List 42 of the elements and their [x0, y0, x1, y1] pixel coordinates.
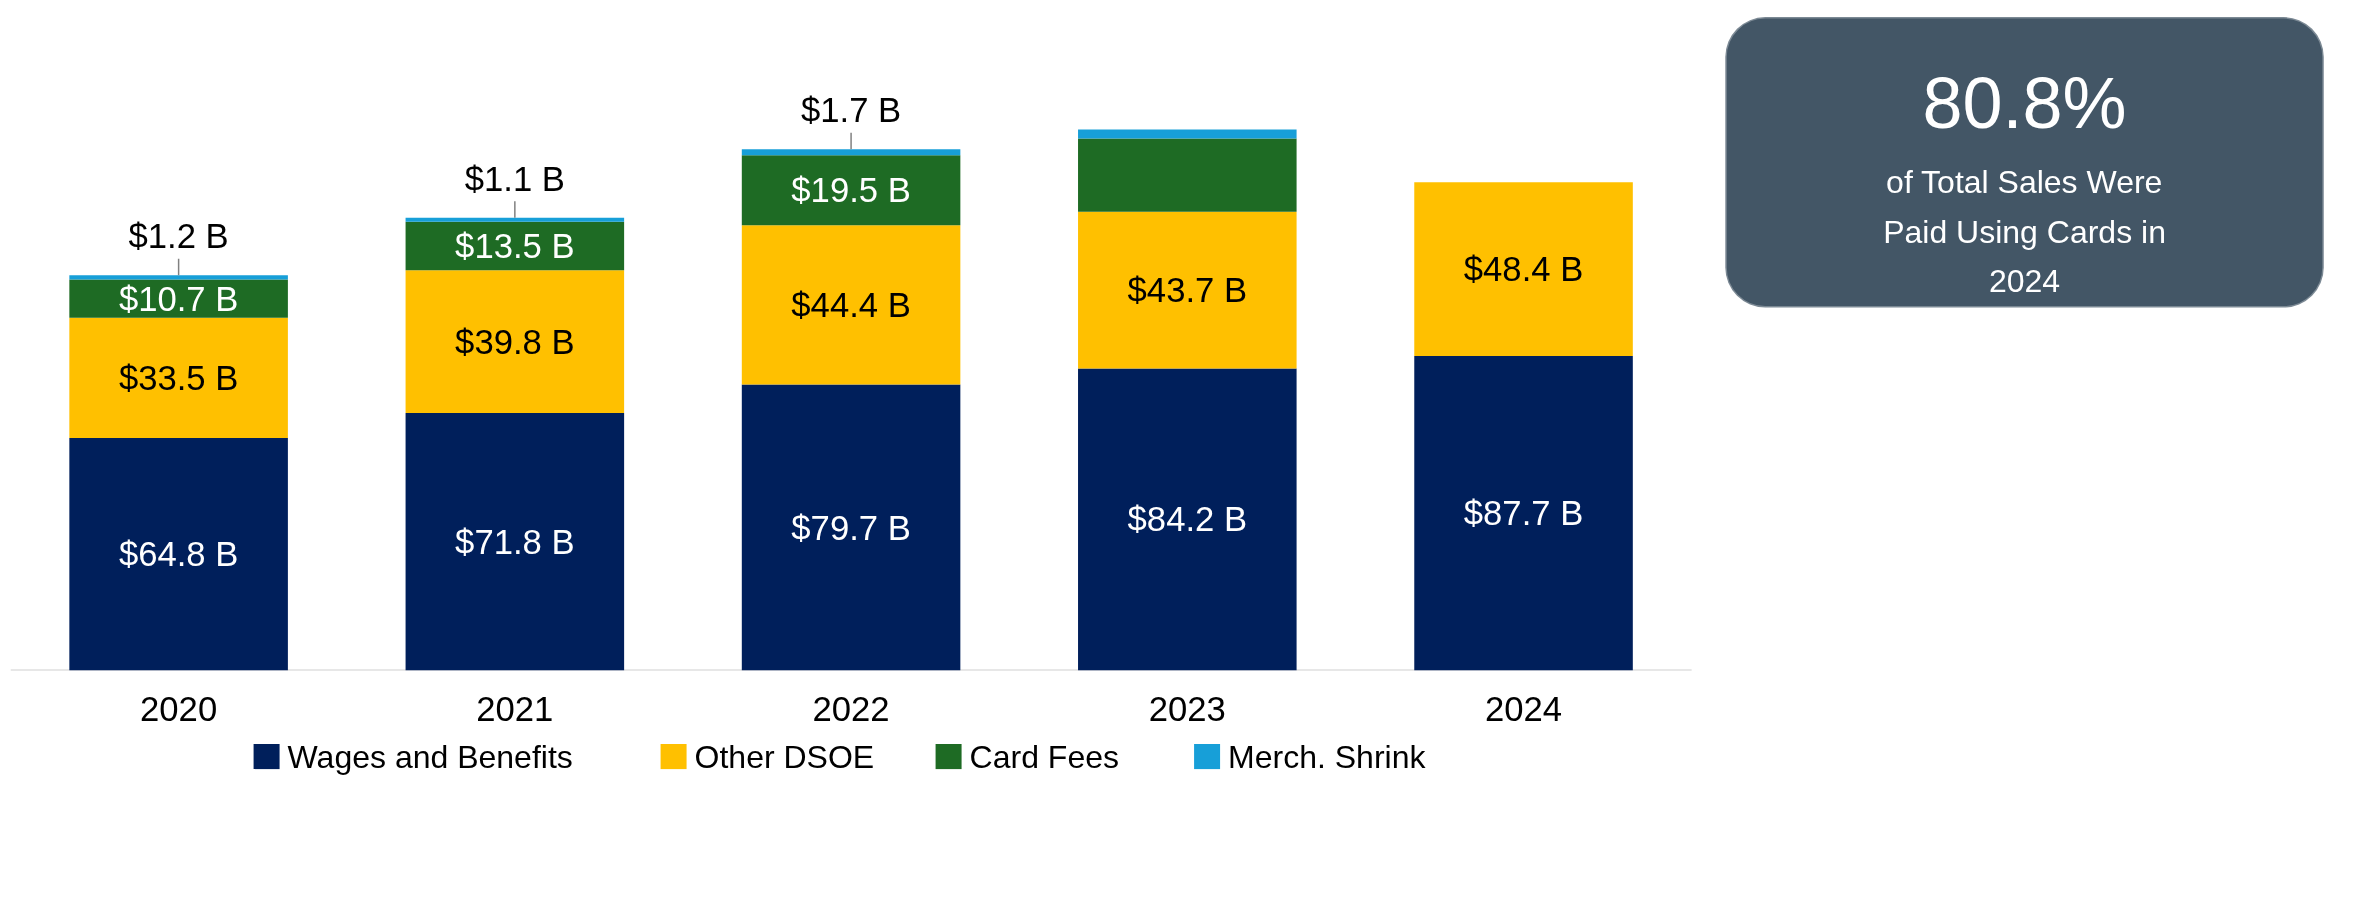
bar	[741, 225, 961, 385]
data-label: $10.7 B	[118, 279, 239, 318]
bar	[69, 275, 288, 280]
x-tick-label: 2023	[1148, 689, 1226, 728]
data-label: $1.2 B	[128, 217, 229, 256]
data-label: $19.5 B	[791, 171, 911, 210]
legend-label: Card Fees	[969, 738, 1119, 775]
data-label: $64.8 B	[118, 535, 239, 574]
x-tick-label: 2020	[140, 689, 218, 728]
data-label: $71.8 B	[455, 522, 575, 561]
bar	[405, 270, 625, 413]
bar	[69, 317, 288, 439]
data-label: $1.1 B	[464, 159, 565, 198]
x-tick-label: 2021	[476, 689, 554, 728]
bar	[69, 438, 288, 671]
legend-label: Merch. Shrink	[1228, 738, 1427, 775]
bar	[741, 384, 961, 671]
bar	[405, 217, 625, 222]
x-tick-label: 2024	[1485, 689, 1563, 728]
bar	[1414, 355, 1633, 671]
bar	[405, 412, 625, 671]
data-label: $43.7 B	[1127, 271, 1248, 310]
data-label: $84.2 B	[1127, 500, 1248, 539]
data-label: $44.4 B	[791, 285, 911, 324]
legend-label: Wages and Benefits	[287, 738, 573, 775]
data-label: $13.5 B	[455, 226, 575, 265]
data-label: $33.5 B	[118, 358, 239, 397]
text: of Total Sales Were Paid Using Cards in 2024	[1883, 164, 2166, 300]
x-tick-label: 2022	[812, 689, 890, 728]
data-label: $48.4 B	[1463, 250, 1584, 289]
legend-label: Other DSOE	[694, 738, 875, 775]
bar	[1078, 368, 1297, 671]
bar	[1078, 211, 1297, 369]
bar	[1414, 182, 1633, 356]
bar	[741, 149, 961, 156]
data-label: $79.7 B	[791, 508, 911, 547]
data-label: $87.7 B	[1463, 494, 1584, 533]
text: 80.8%	[1922, 62, 2127, 143]
bar	[1078, 138, 1297, 212]
bar	[741, 155, 961, 226]
data-label: $39.8 B	[455, 322, 575, 361]
data-label: $1.7 B	[800, 91, 902, 130]
